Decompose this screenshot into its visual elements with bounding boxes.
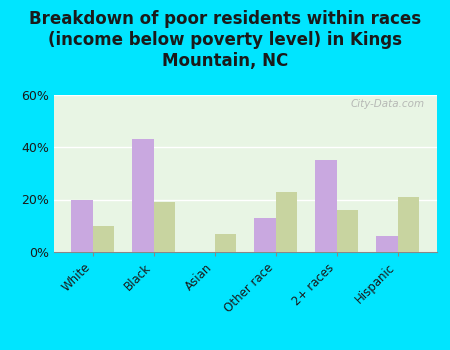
Bar <box>215 234 236 252</box>
Bar <box>132 139 154 252</box>
Bar <box>254 218 276 252</box>
Bar <box>276 192 297 252</box>
Bar <box>337 210 358 252</box>
Bar <box>154 202 175 252</box>
Text: Breakdown of poor residents within races
(income below poverty level) in Kings
M: Breakdown of poor residents within races… <box>29 10 421 70</box>
Text: City-Data.com: City-Data.com <box>351 99 425 109</box>
Bar <box>93 226 114 252</box>
Bar <box>315 160 337 252</box>
Bar <box>376 236 398 252</box>
Bar <box>398 197 419 252</box>
Bar <box>72 199 93 252</box>
